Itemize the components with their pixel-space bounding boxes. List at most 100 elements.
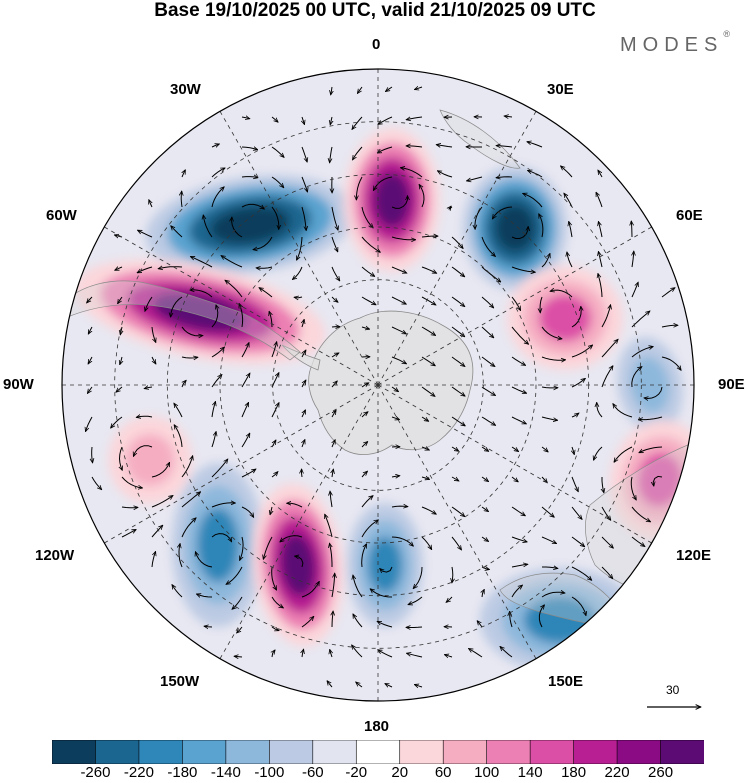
colorbar-tick-label: 100 <box>474 764 500 781</box>
wind-arrow <box>572 446 574 455</box>
wind-arrow <box>421 536 432 550</box>
wind-arrow <box>182 170 185 178</box>
wind-arrow <box>301 616 314 628</box>
wind-arrow <box>331 266 340 281</box>
wind-arrow <box>256 267 273 268</box>
antarctic-peninsula <box>281 344 321 371</box>
wind-arrow <box>496 177 513 178</box>
wind-arrow <box>391 266 407 273</box>
wind-arrow <box>541 506 554 517</box>
wind-arrow <box>661 356 681 370</box>
wind-arrow <box>541 387 558 388</box>
wind-arrow <box>240 536 244 560</box>
wind-arrow <box>511 326 529 344</box>
wind-arrow <box>408 596 423 605</box>
wind-arrow <box>196 594 213 597</box>
wind-arrow <box>203 215 213 238</box>
wind-arrow <box>225 280 243 298</box>
anomaly-field <box>62 69 694 701</box>
wind-arrow <box>407 653 423 658</box>
wind-arrow <box>451 296 465 307</box>
wind-arrow <box>370 589 393 598</box>
wind-arrow <box>211 401 216 418</box>
wind-arrow <box>211 459 228 478</box>
lon-label-90w: 90W <box>3 376 34 393</box>
wind-arrow <box>271 342 277 358</box>
wind-arrow <box>294 297 303 298</box>
wind-arrow <box>357 86 363 94</box>
wind-arrow <box>91 476 102 490</box>
wind-arrow <box>406 627 423 628</box>
wind-arrow <box>133 445 153 457</box>
wind-arrow <box>391 386 399 392</box>
wind-arrow <box>353 614 363 628</box>
wind-arrow <box>111 416 123 428</box>
colorbar-swatch <box>399 740 445 764</box>
lon-label-0: 0 <box>372 36 381 53</box>
colorbar-swatch <box>573 740 618 764</box>
wind-arrow <box>361 206 373 228</box>
wind-arrow <box>541 253 550 268</box>
wind-arrow <box>406 146 423 147</box>
wind-arrow <box>331 86 332 95</box>
wind-arrow <box>451 506 465 517</box>
wind-arrow <box>638 416 663 420</box>
wind-arrow <box>377 620 393 628</box>
wind-arrow <box>391 356 407 364</box>
wind-arrow <box>538 214 544 238</box>
wind-arrow <box>421 477 430 479</box>
wind-arrow <box>631 347 653 358</box>
wind-arrow <box>241 506 254 517</box>
wind-arrow <box>378 116 393 124</box>
wind-arrow <box>421 416 429 421</box>
wind-arrow <box>571 506 582 519</box>
wind-arrow <box>181 191 182 208</box>
wind-arrow <box>356 176 363 200</box>
wind-arrow <box>391 476 400 477</box>
wind-arrow <box>302 116 305 125</box>
wind-arrow <box>151 525 163 538</box>
wind-arrow <box>602 477 604 493</box>
colorbar-tick-label: -100 <box>254 764 285 781</box>
lon-label-90e: 90E <box>718 376 745 393</box>
wind-arrow <box>511 226 528 239</box>
map-title: Base 19/10/2025 00 UTC, valid 21/10/2025… <box>154 0 596 21</box>
wind-arrow <box>271 146 284 157</box>
colorbar-swatch <box>312 740 358 764</box>
wind-arrow <box>571 566 592 580</box>
wind-arrow <box>421 236 438 237</box>
wind-arrow <box>481 296 494 308</box>
colorbar-tick-label: -220 <box>123 764 154 781</box>
wind-arrow <box>221 256 243 268</box>
colorbar-swatch <box>138 740 184 764</box>
colorbar-tick-label: 220 <box>604 764 630 781</box>
wind-arrow <box>595 192 603 208</box>
wind-arrow <box>511 356 526 365</box>
wind-arrow <box>115 267 123 271</box>
wind-arrow <box>631 282 638 298</box>
wind-arrow <box>234 656 243 657</box>
wind-arrow <box>541 592 565 598</box>
wind-arrow <box>541 356 566 360</box>
colorbar-tick-label: -140 <box>210 764 241 781</box>
wind-arrow <box>639 446 663 454</box>
wind-arrow <box>481 386 496 396</box>
wind-arrow <box>511 416 526 425</box>
wind-arrow <box>302 319 304 328</box>
wind-arrow <box>352 116 363 130</box>
reference-vector-arrow <box>647 682 705 712</box>
wind-arrow <box>87 326 93 334</box>
wind-arrow <box>419 184 425 208</box>
wind-arrow <box>121 476 143 488</box>
wind-arrow <box>295 556 304 568</box>
latitude-circle <box>114 121 642 649</box>
wind-arrow <box>302 410 306 418</box>
colorbar-tick-label: -180 <box>167 764 198 781</box>
wind-arrow <box>158 267 183 269</box>
wind-arrow <box>644 386 663 399</box>
wind-arrow <box>331 296 338 302</box>
brand-name: MODES <box>620 34 724 56</box>
wind-arrow <box>511 506 525 516</box>
wind-arrow <box>174 403 183 418</box>
